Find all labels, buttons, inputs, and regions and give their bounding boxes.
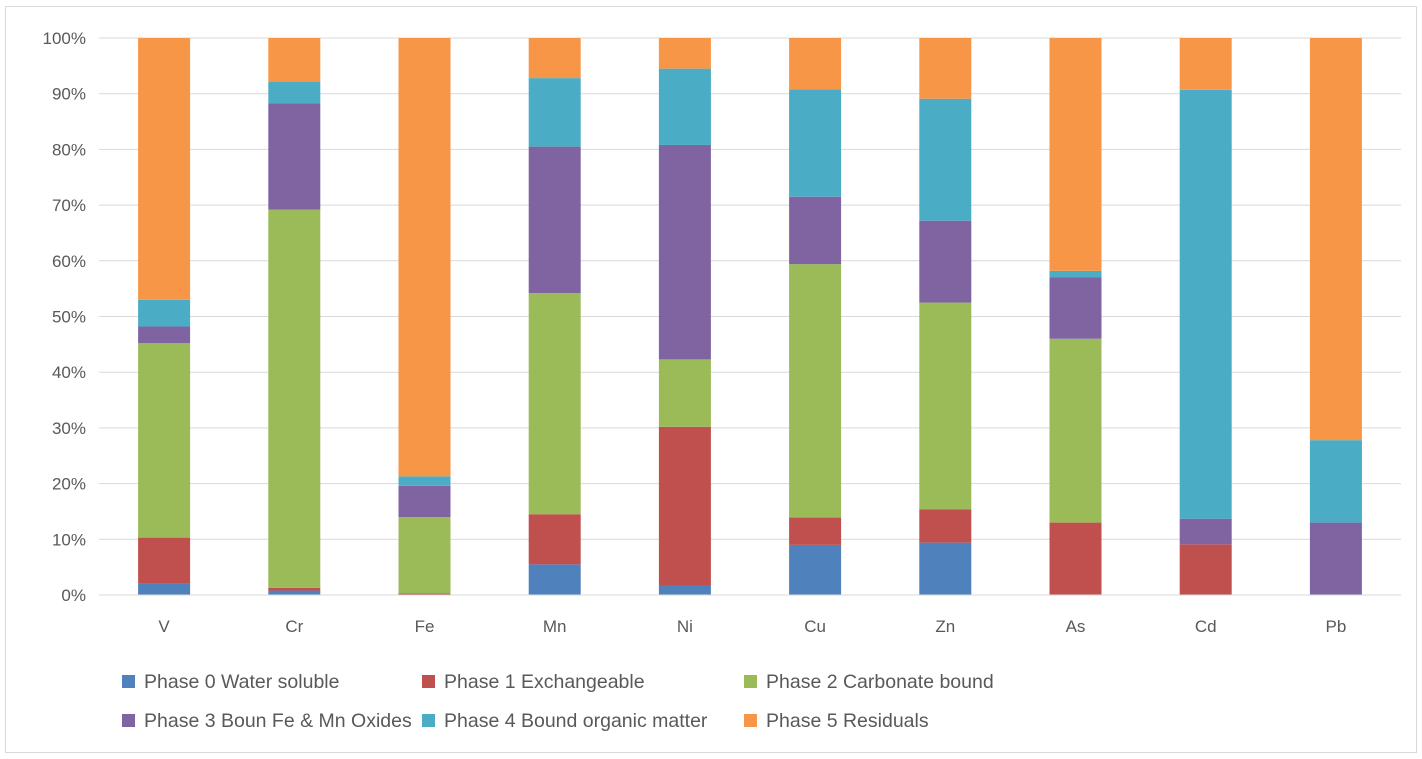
- legend-label: Phase 1 Exchangeable: [444, 671, 645, 693]
- y-tick-label: 80%: [52, 140, 86, 159]
- bar-segment: [658, 359, 711, 427]
- bar-segment: [1049, 277, 1102, 339]
- bar-segment: [1309, 522, 1362, 595]
- bar-segment: [1049, 522, 1102, 595]
- bar-segment: [1309, 38, 1362, 441]
- bar-segment: [919, 302, 972, 510]
- legend-swatch: [422, 714, 435, 727]
- x-tick-label: V: [158, 617, 170, 636]
- bar-segment: [528, 564, 581, 595]
- bar-segment: [919, 542, 972, 595]
- bar-segment: [138, 38, 191, 300]
- y-tick-label: 20%: [52, 475, 86, 494]
- bar-segment: [1179, 518, 1232, 545]
- x-tick-label: Zn: [935, 617, 955, 636]
- bar-segment: [789, 38, 842, 90]
- bar-segment: [919, 509, 972, 543]
- bar-segment: [658, 426, 711, 586]
- y-tick-label: 60%: [52, 252, 86, 271]
- bar-segment: [268, 103, 321, 210]
- x-tick-label: Fe: [415, 617, 435, 636]
- legend-swatch: [744, 714, 757, 727]
- y-tick-label: 0%: [61, 586, 86, 605]
- bar-segment: [919, 220, 972, 303]
- bar-segment: [789, 264, 842, 518]
- bar-segment: [658, 38, 711, 69]
- bar-segment: [268, 587, 321, 591]
- bar-segment: [268, 590, 321, 595]
- bar-segment: [138, 343, 191, 538]
- bar-segment: [528, 38, 581, 79]
- legend-label: Phase 5 Residuals: [766, 710, 929, 732]
- bar-segment: [789, 196, 842, 265]
- bar-segment: [919, 98, 972, 221]
- x-tick-label: Cr: [285, 617, 303, 636]
- legend-swatch: [122, 675, 135, 688]
- bar-segment: [1179, 38, 1232, 90]
- x-tick-label: Mn: [543, 617, 567, 636]
- bar-segment: [268, 209, 321, 588]
- x-tick-label: Pb: [1326, 617, 1347, 636]
- y-axis-tick-labels: 0% 10% 20% 30% 40% 50% 60% 70% 80% 90% 100%: [43, 29, 86, 605]
- legend-label: Phase 3 Boun Fe & Mn Oxides: [144, 710, 412, 732]
- bar-segment: [398, 593, 451, 595]
- legend-swatch: [744, 675, 757, 688]
- bar-segment: [398, 485, 451, 518]
- y-tick-label: 50%: [52, 308, 86, 327]
- bar-segment: [138, 537, 191, 584]
- y-tick-label: 10%: [52, 530, 86, 549]
- bar-segment: [528, 78, 581, 147]
- x-tick-label: Cu: [804, 617, 826, 636]
- bar-segment: [789, 89, 842, 197]
- stacked-bar-chart: 0% 10% 20% 30% 40% 50% 60% 70% 80% 90% 100% V Cr Fe M…: [43, 29, 1401, 732]
- legend-swatch: [422, 675, 435, 688]
- y-tick-label: 40%: [52, 363, 86, 382]
- bar-segment: [1179, 544, 1232, 595]
- bar-segment: [138, 299, 191, 327]
- bar-segment: [268, 82, 321, 104]
- legend-label: Phase 4 Bound organic matter: [444, 710, 708, 732]
- legend-label: Phase 0 Water soluble: [144, 671, 339, 693]
- y-tick-label: 70%: [52, 196, 86, 215]
- bar-segment: [398, 517, 451, 594]
- bar-segment: [658, 585, 711, 595]
- bar-segment: [528, 293, 581, 515]
- bar-segment: [789, 544, 842, 595]
- x-tick-label: As: [1066, 617, 1086, 636]
- bar-segment: [1309, 440, 1362, 523]
- legend: Phase 0 Water soluble Phase 1 Exchangeabl…: [122, 671, 994, 732]
- bar-segment: [398, 476, 451, 486]
- bar-segment: [528, 146, 581, 294]
- bar-segment: [1049, 270, 1102, 278]
- x-tick-label: Cd: [1195, 617, 1217, 636]
- bar-segment: [658, 144, 711, 360]
- bar-segment: [138, 583, 191, 595]
- y-tick-label: 100%: [43, 29, 86, 48]
- bar-segment: [1049, 38, 1102, 271]
- x-axis-tick-labels: V Cr Fe Mn Ni Cu Zn As Cd Pb: [158, 617, 1346, 636]
- bar-segment: [1049, 338, 1102, 523]
- x-tick-label: Ni: [677, 617, 693, 636]
- bar-segment: [398, 38, 451, 477]
- y-tick-label: 30%: [52, 419, 86, 438]
- bar-segment: [919, 38, 972, 99]
- bar-segment: [1179, 89, 1232, 519]
- bar-segment: [138, 326, 191, 344]
- legend-label: Phase 2 Carbonate bound: [766, 671, 994, 693]
- bar-segment: [658, 68, 711, 145]
- bars: [138, 38, 1362, 595]
- y-tick-label: 90%: [52, 85, 86, 104]
- bar-segment: [528, 514, 581, 565]
- bar-segment: [789, 517, 842, 545]
- legend-swatch: [122, 714, 135, 727]
- chart-frame: 0% 10% 20% 30% 40% 50% 60% 70% 80% 90% 100% V Cr Fe M…: [5, 6, 1417, 753]
- bar-segment: [268, 38, 321, 83]
